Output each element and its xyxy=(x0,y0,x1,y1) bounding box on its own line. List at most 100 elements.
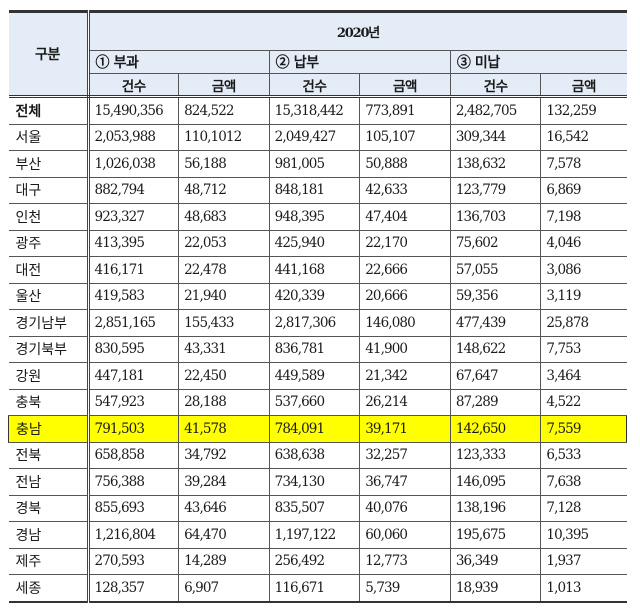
amount-cell: 22,666 xyxy=(359,256,451,284)
count-cell: 2,053,988 xyxy=(87,123,180,151)
amount-cell: 41,578 xyxy=(178,415,270,443)
count-cell: 123,333 xyxy=(449,441,542,469)
subheader-count: 건수 xyxy=(449,73,542,98)
region-cell: 제주 xyxy=(8,547,90,575)
amount-cell: 28,188 xyxy=(178,388,270,416)
amount-cell: 3,119 xyxy=(540,282,627,310)
amount-cell: 824,522 xyxy=(178,96,270,125)
amount-cell: 773,891 xyxy=(359,96,451,125)
region-cell: 경남 xyxy=(8,521,90,549)
count-cell: 835,507 xyxy=(268,494,361,522)
amount-cell: 20,666 xyxy=(359,282,451,310)
count-cell: 791,503 xyxy=(87,415,180,443)
amount-cell: 48,712 xyxy=(178,176,270,204)
table-row: 전남 756,388 39,284 734,130 36,747 146,095 7,638 xyxy=(8,468,627,496)
subheader-amount: 금액 xyxy=(178,73,270,98)
count-cell: 882,794 xyxy=(87,176,180,204)
amount-cell: 14,289 xyxy=(178,547,270,575)
subheader-count: 건수 xyxy=(268,73,361,98)
amount-cell: 21,940 xyxy=(178,282,270,310)
count-cell: 18,939 xyxy=(449,574,542,603)
region-cell: 충북 xyxy=(8,388,90,416)
amount-cell: 22,053 xyxy=(178,229,270,257)
amount-cell: 12,773 xyxy=(359,547,451,575)
group-header-imposed: ① 부과 xyxy=(88,50,270,74)
table-row: 경기남부 2,851,165 155,433 2,817,306 146,080 477,… xyxy=(8,309,627,337)
count-cell: 15,490,356 xyxy=(87,96,180,125)
amount-cell: 1,013 xyxy=(540,574,627,603)
count-cell: 420,339 xyxy=(268,282,361,310)
table-row: 경기북부 830,595 43,331 836,781 41,900 148,622 7,7… xyxy=(8,335,627,363)
region-cell: 전북 xyxy=(8,441,90,469)
count-cell: 425,940 xyxy=(268,229,361,257)
amount-cell: 7,753 xyxy=(540,335,627,363)
count-cell: 138,196 xyxy=(449,494,542,522)
amount-cell: 64,470 xyxy=(178,521,270,549)
amount-cell: 36,747 xyxy=(359,468,451,496)
table-row: 인천 923,327 48,683 948,395 47,404 136,703 7,198 xyxy=(8,203,627,231)
count-cell: 1,216,804 xyxy=(87,521,180,549)
subheader-count: 건수 xyxy=(88,73,180,98)
count-cell: 148,622 xyxy=(449,335,542,363)
region-cell: 전체 xyxy=(8,96,90,125)
amount-cell: 22,170 xyxy=(359,229,451,257)
table-row: 전북 658,858 34,792 638,638 32,257 123,333 6,533 xyxy=(8,441,627,469)
count-cell: 537,660 xyxy=(268,388,361,416)
amount-cell: 21,342 xyxy=(359,362,451,390)
region-cell: 충남 xyxy=(8,415,90,443)
count-cell: 413,395 xyxy=(87,229,180,257)
count-cell: 2,049,427 xyxy=(268,123,361,151)
amount-cell: 39,171 xyxy=(359,415,451,443)
count-cell: 547,923 xyxy=(87,388,180,416)
amount-cell: 146,080 xyxy=(359,309,451,337)
group-header-unpaid: ③ 미납 xyxy=(449,50,627,74)
region-cell: 울산 xyxy=(8,282,90,310)
count-cell: 734,130 xyxy=(268,468,361,496)
count-cell: 981,005 xyxy=(268,150,361,178)
tax-payment-table: 구분 2020년 ① 부과 ② 납부 ③ 미납 건수 금액 건수 금액 건수 금… xyxy=(8,10,627,603)
region-cell: 광주 xyxy=(8,229,90,257)
count-cell: 658,858 xyxy=(87,441,180,469)
table-header: 구분 2020년 ① 부과 ② 납부 ③ 미납 건수 금액 건수 금액 건수 금… xyxy=(8,10,627,98)
region-cell: 경기북부 xyxy=(8,335,90,363)
subheader-amount: 금액 xyxy=(540,73,627,98)
amount-cell: 6,907 xyxy=(178,574,270,603)
region-cell: 서울 xyxy=(8,123,90,151)
count-cell: 638,638 xyxy=(268,441,361,469)
amount-cell: 41,900 xyxy=(359,335,451,363)
amount-cell: 26,214 xyxy=(359,388,451,416)
year-header: 2020년 xyxy=(87,10,627,51)
amount-cell: 39,284 xyxy=(178,468,270,496)
amount-cell: 5,739 xyxy=(359,574,451,603)
count-cell: 416,171 xyxy=(87,256,180,284)
amount-cell: 47,404 xyxy=(359,203,451,231)
table-row: 경북 855,693 43,646 835,507 40,076 138,196 7,128 xyxy=(8,494,627,522)
region-cell: 대구 xyxy=(8,176,90,204)
count-cell: 116,671 xyxy=(268,574,361,603)
count-cell: 756,388 xyxy=(87,468,180,496)
region-cell: 경북 xyxy=(8,494,90,522)
amount-cell: 4,046 xyxy=(540,229,627,257)
table-row: 부산 1,026,038 56,188 981,005 50,888 138,632 7,5… xyxy=(8,150,627,178)
count-cell: 87,289 xyxy=(449,388,542,416)
count-cell: 59,356 xyxy=(449,282,542,310)
count-cell: 128,357 xyxy=(87,574,180,603)
count-cell: 138,632 xyxy=(449,150,542,178)
amount-cell: 56,188 xyxy=(178,150,270,178)
table-row: 울산 419,583 21,940 420,339 20,666 59,356 3,119 xyxy=(8,282,627,310)
table-row: 세종 128,357 6,907 116,671 5,739 18,939 1,013 xyxy=(8,574,627,603)
amount-cell: 10,395 xyxy=(540,521,627,549)
amount-cell: 105,107 xyxy=(359,123,451,151)
amount-cell: 3,464 xyxy=(540,362,627,390)
amount-cell: 7,128 xyxy=(540,494,627,522)
amount-cell: 60,060 xyxy=(359,521,451,549)
amount-cell: 7,559 xyxy=(540,415,627,443)
count-cell: 2,817,306 xyxy=(268,309,361,337)
count-cell: 270,593 xyxy=(87,547,180,575)
count-cell: 75,602 xyxy=(449,229,542,257)
amount-cell: 3,086 xyxy=(540,256,627,284)
region-cell: 부산 xyxy=(8,150,90,178)
count-cell: 449,589 xyxy=(268,362,361,390)
count-cell: 855,693 xyxy=(87,494,180,522)
region-cell: 강원 xyxy=(8,362,90,390)
